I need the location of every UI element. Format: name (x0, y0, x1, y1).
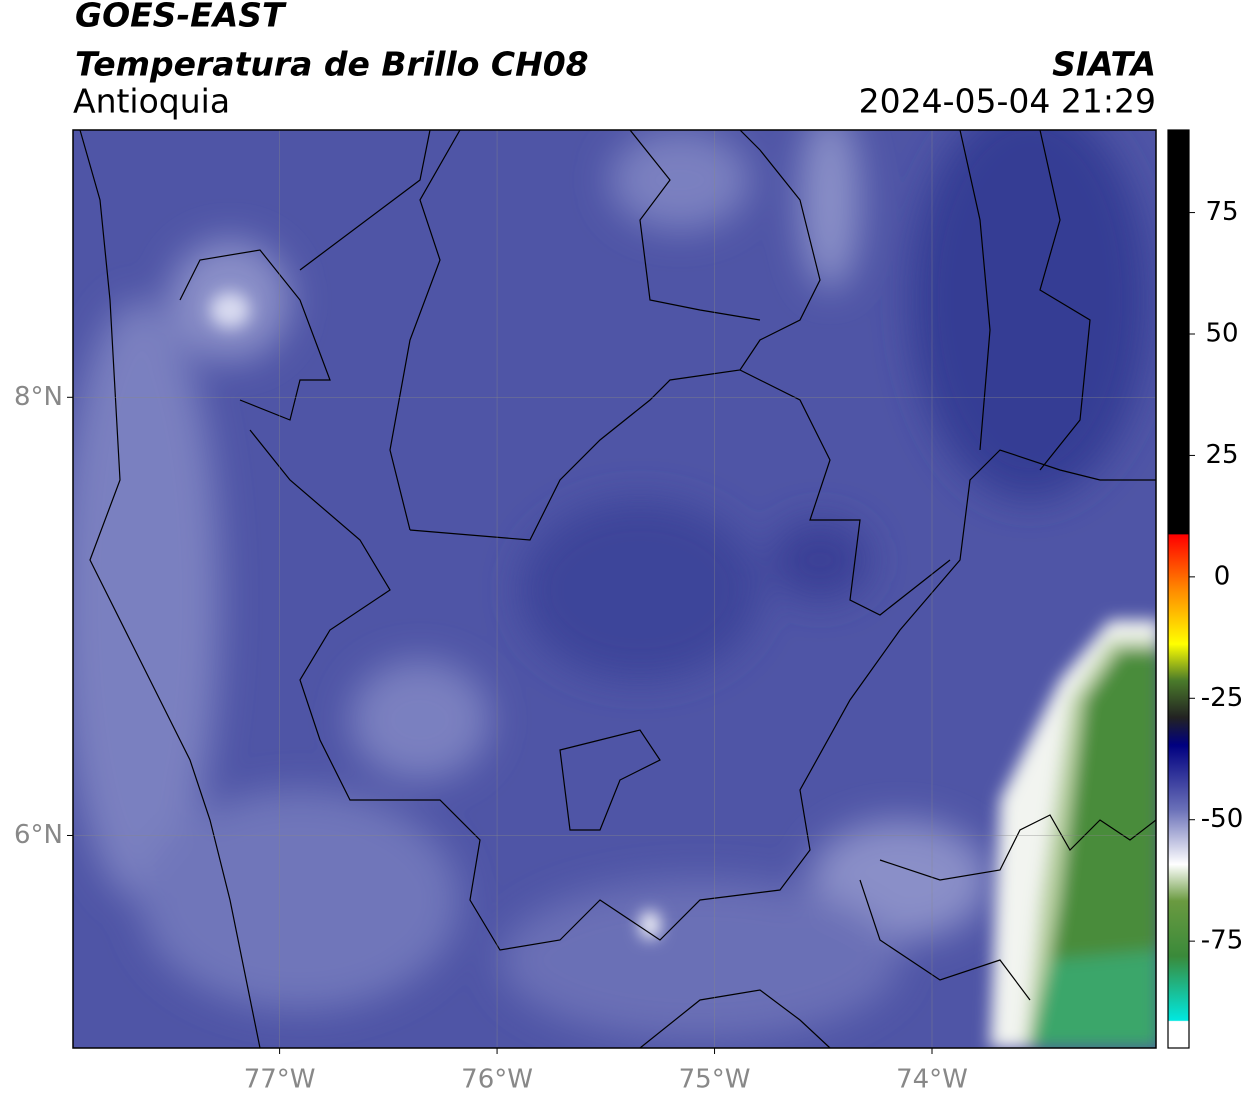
y-tick-label: 6°N (14, 820, 63, 850)
y-tick-label: 8°N (14, 382, 63, 412)
map-image (73, 130, 1156, 1048)
colorbar-tick-label: 0 (1214, 561, 1231, 591)
boundaries (79, 130, 1156, 1048)
subtitle: Temperatura de Brillo CH08 (75, 45, 589, 84)
datetime: 2024-05-04 21:29 (859, 82, 1156, 121)
colorbar-tick-label: -75 (1201, 926, 1243, 956)
region: Antioquia (73, 82, 230, 121)
colorbar-tick-label: 50 (1205, 319, 1238, 349)
map-frame (72, 129, 1157, 1049)
colorbar-tick-label: -25 (1201, 683, 1243, 713)
colorbar-tick-label: 25 (1205, 440, 1238, 470)
colorbar-tick-label: 75 (1205, 197, 1238, 227)
colorbar-tick-label: -50 (1201, 804, 1243, 834)
x-tick-label: 75°W (679, 1065, 751, 1095)
source: SIATA (1052, 45, 1156, 84)
x-tick-label: 74°W (896, 1065, 968, 1095)
x-tick-label: 77°W (244, 1065, 316, 1095)
title: GOES-EAST (75, 0, 287, 35)
colorbar (1167, 129, 1190, 1049)
x-tick-label: 76°W (461, 1065, 533, 1095)
